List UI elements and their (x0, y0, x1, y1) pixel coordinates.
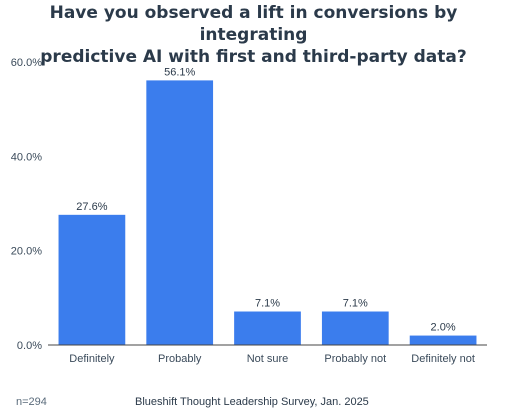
source-note: Blueshift Thought Leadership Survey, Jan… (135, 396, 369, 408)
x-tick-label: Definitely (69, 353, 115, 365)
chart-title-line-1: Have you observed a lift in conversions … (49, 3, 458, 45)
value-labels: 27.6% 56.1% 7.1% 7.1% 2.0% (76, 66, 456, 333)
y-tick-label: 40.0% (11, 151, 42, 163)
x-tick-label: Probably not (324, 353, 386, 365)
data-label: 7.1% (343, 298, 368, 310)
data-label: 2.0% (431, 322, 456, 334)
x-tick-label: Probably (158, 353, 202, 365)
data-label: 7.1% (255, 298, 280, 310)
bar (58, 214, 126, 345)
y-tick-label: 0.0% (17, 340, 42, 352)
bar (234, 311, 301, 345)
x-axis: Definitely Probably Not sure Probably not De… (48, 344, 487, 365)
data-label: 27.6% (76, 201, 107, 213)
data-label: 56.1% (164, 66, 195, 78)
bar (409, 335, 477, 345)
y-tick-label: 20.0% (11, 246, 42, 258)
y-axis: 0.0% 20.0% 40.0% 60.0% (11, 57, 42, 352)
sample-size-note: n=294 (16, 396, 47, 408)
x-tick-label: Definitely not (411, 353, 475, 365)
y-tick-label: 60.0% (11, 57, 42, 69)
chart-title-line-2: predictive AI with first and third-party… (40, 47, 467, 67)
bars (58, 80, 477, 346)
bar (146, 80, 214, 346)
chart-title: Have you observed a lift in conversions … (0, 2, 507, 68)
x-tick-label: Not sure (247, 353, 289, 365)
bar (321, 311, 389, 345)
